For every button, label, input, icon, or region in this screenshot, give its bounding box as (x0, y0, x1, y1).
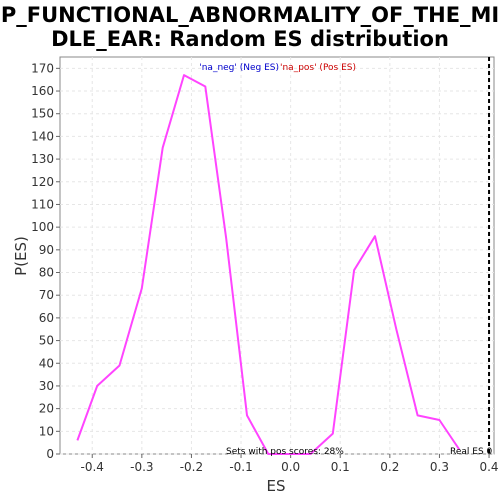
y-tick-label: 10 (39, 424, 54, 438)
legend-pos: 'na_pos' (Pos ES) (280, 63, 356, 73)
x-tick-label: -0.3 (130, 460, 153, 474)
series-layer (76, 74, 461, 455)
y-tick-label: 90 (39, 243, 54, 257)
y-tick-label: 150 (31, 107, 54, 121)
legend-neg: 'na_neg' (Neg ES) (199, 63, 279, 73)
x-tick-label: 0.0 (281, 460, 300, 474)
x-axis-ticks: -0.4 -0.3 -0.2 -0.1 0.0 0.1 0.2 0.3 0.4 (81, 454, 499, 474)
y-tick-label: 50 (39, 334, 54, 348)
x-tick-label: -0.4 (81, 460, 104, 474)
y-tick-label: 40 (39, 356, 54, 370)
grid-lines (60, 57, 494, 455)
y-tick-label: 170 (31, 61, 54, 75)
y-tick-label: 80 (39, 266, 54, 280)
y-tick-label: 140 (31, 129, 54, 143)
x-tick-label: 0.2 (380, 460, 399, 474)
y-tick-label: 100 (31, 220, 54, 234)
y-tick-label: 20 (39, 402, 54, 416)
y-tick-label: 160 (31, 84, 54, 98)
pos-scores-note: Sets with pos scores: 28% (226, 447, 344, 457)
es-series-line (76, 74, 461, 455)
real-es-label: Real ES 0 (450, 447, 493, 457)
y-tick-label: 30 (39, 379, 54, 393)
y-axis-label: P(ES) (12, 236, 30, 276)
x-tick-label: 0.3 (430, 460, 449, 474)
y-tick-label: 0 (46, 447, 54, 461)
chart-title-line1: HP_FUNCTIONAL_ABNORMALITY_OF_THE_MID (0, 3, 500, 27)
x-tick-label: 0.1 (331, 460, 350, 474)
y-axis-ticks: 0 10 20 30 40 50 60 70 80 90 100 110 120 130 140 150 160… (31, 61, 60, 461)
x-tick-label: 0.4 (479, 460, 498, 474)
chart-title-line2: DLE_EAR: Random ES distribution (51, 27, 449, 51)
x-tick-label: -0.1 (229, 460, 252, 474)
x-axis-label: ES (267, 477, 286, 495)
x-tick-label: -0.2 (180, 460, 203, 474)
y-tick-label: 60 (39, 311, 54, 325)
y-tick-label: 70 (39, 288, 54, 302)
y-tick-label: 120 (31, 175, 54, 189)
y-tick-label: 130 (31, 152, 54, 166)
y-tick-label: 110 (31, 197, 54, 211)
plot-area (59, 56, 495, 455)
